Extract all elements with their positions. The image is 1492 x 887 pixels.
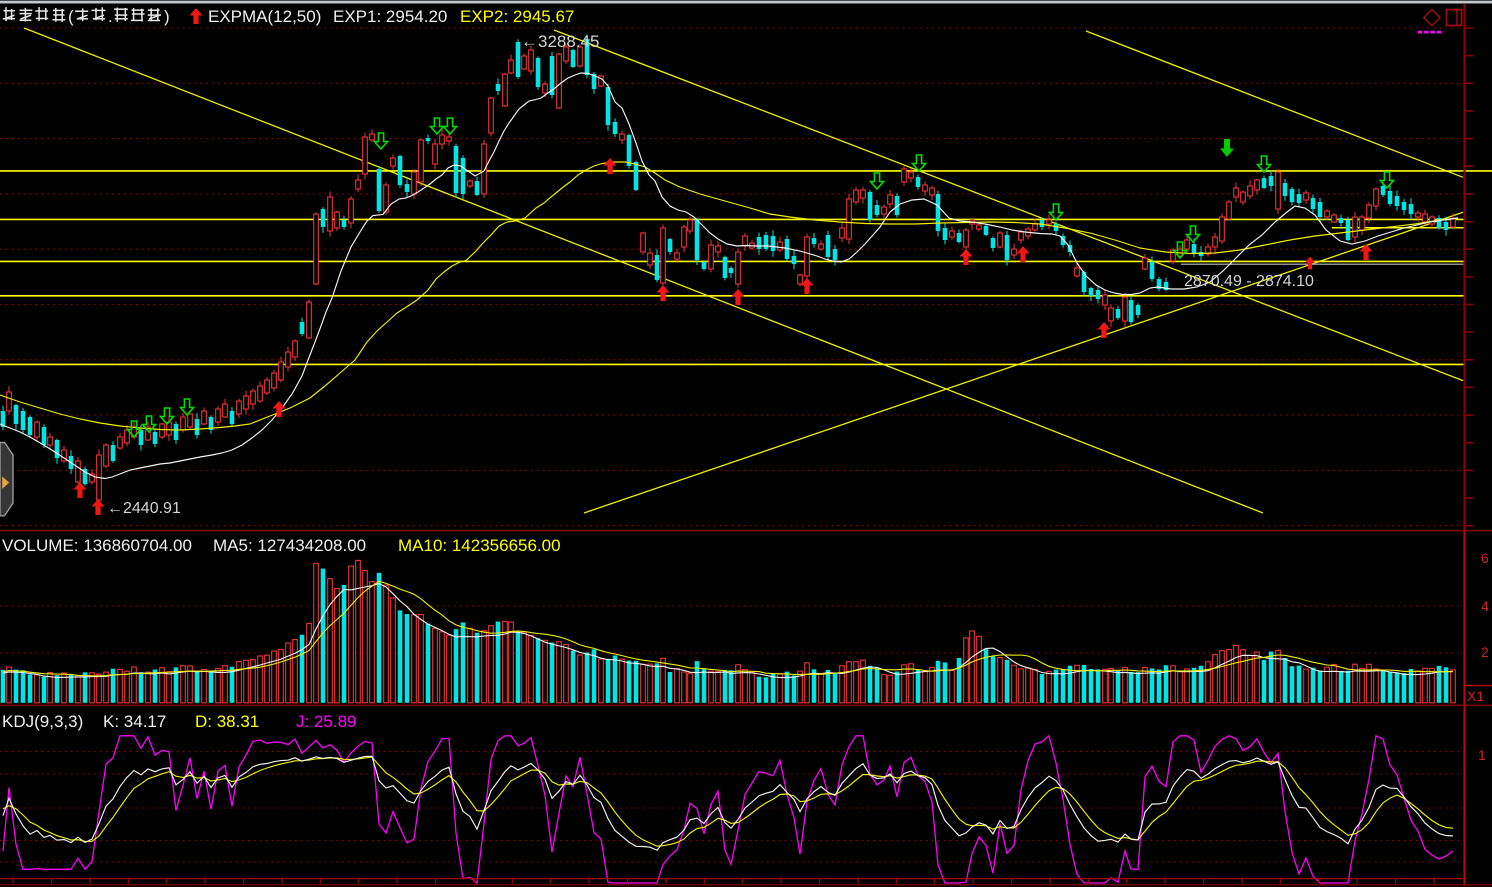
svg-text:4: 4 bbox=[1481, 598, 1489, 614]
svg-text:.: . bbox=[108, 7, 113, 26]
svg-text:KDJ(9,3,3): KDJ(9,3,3) bbox=[2, 712, 83, 731]
svg-text:J: 25.89: J: 25.89 bbox=[296, 712, 357, 731]
svg-text:EXP2: 2945.67: EXP2: 2945.67 bbox=[460, 7, 574, 26]
svg-text:1: 1 bbox=[1478, 747, 1486, 763]
svg-text:K: 34.17: K: 34.17 bbox=[103, 712, 166, 731]
svg-text:D: 38.31: D: 38.31 bbox=[195, 712, 259, 731]
svg-text:MA5: 127434208.00: MA5: 127434208.00 bbox=[213, 536, 366, 555]
svg-text:←3288.45: ←3288.45 bbox=[521, 32, 599, 51]
svg-text:2: 2 bbox=[1481, 644, 1489, 660]
svg-text:VOLUME: 136860704.00: VOLUME: 136860704.00 bbox=[2, 536, 192, 555]
svg-text:2870.49 - 2874.10: 2870.49 - 2874.10 bbox=[1184, 273, 1314, 290]
svg-text:EXP1: 2954.20: EXP1: 2954.20 bbox=[333, 7, 447, 26]
svg-text:X1: X1 bbox=[1467, 688, 1484, 704]
svg-text:(: ( bbox=[68, 7, 74, 26]
svg-text:MA10: 142356656.00: MA10: 142356656.00 bbox=[398, 536, 561, 555]
svg-text:): ) bbox=[164, 7, 170, 26]
svg-text:←2440.91: ←2440.91 bbox=[107, 500, 181, 517]
svg-text:EXPMA(12,50): EXPMA(12,50) bbox=[208, 7, 321, 26]
svg-text:6: 6 bbox=[1481, 550, 1489, 566]
